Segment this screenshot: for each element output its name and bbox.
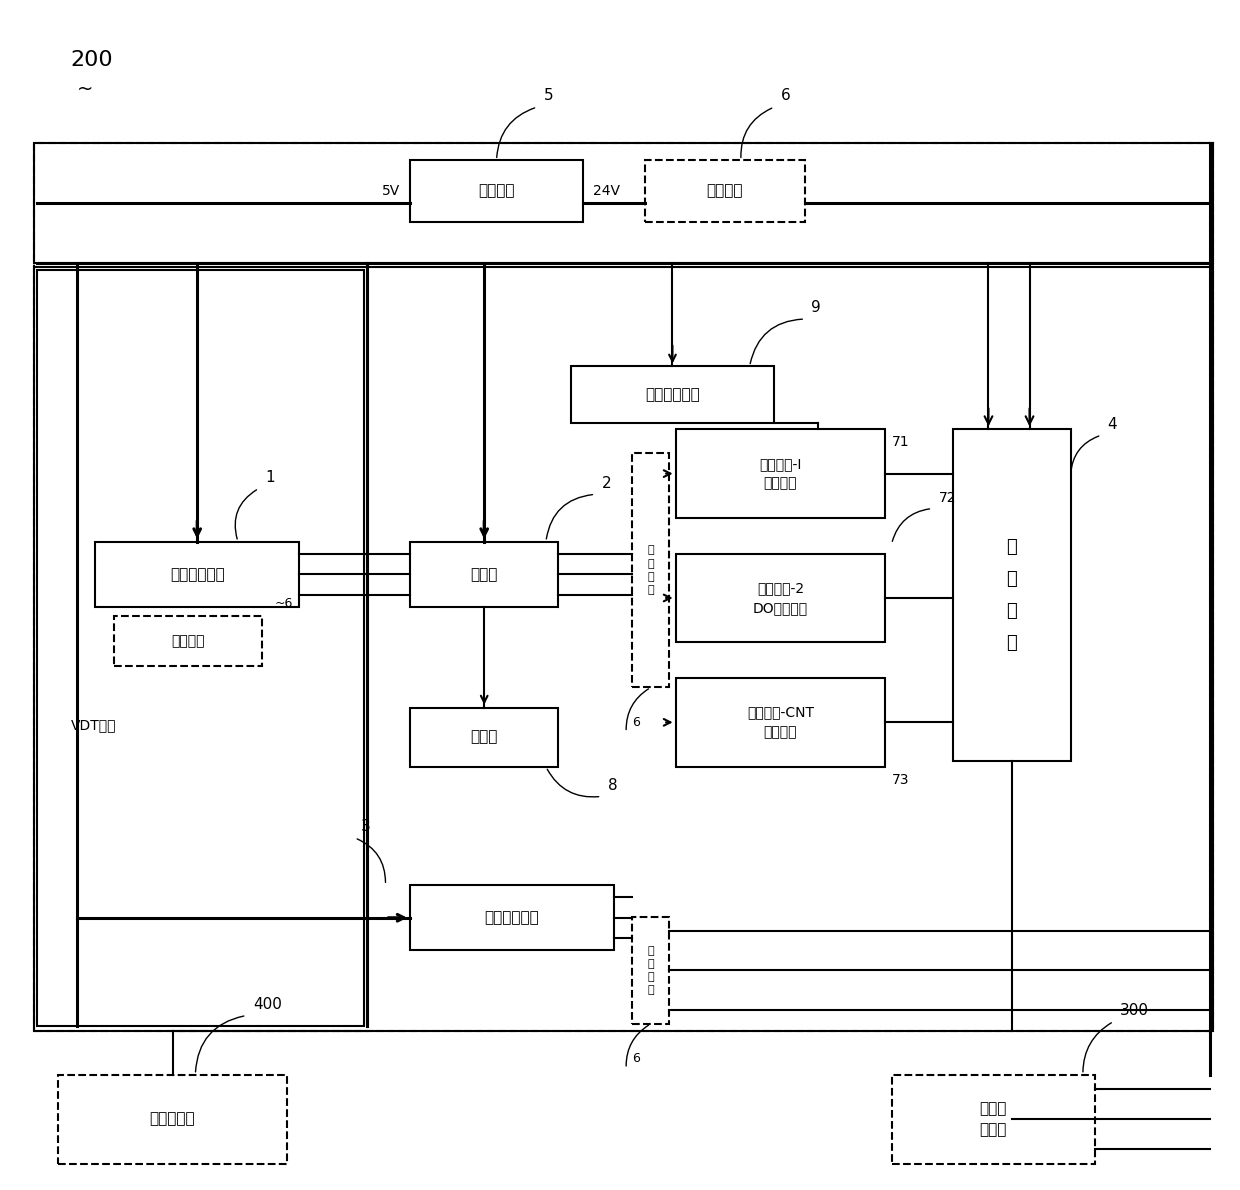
Text: 防雷电路: 防雷电路	[707, 183, 743, 199]
Text: 400: 400	[253, 997, 281, 1011]
Text: 3: 3	[361, 819, 371, 834]
FancyArrowPatch shape	[196, 1016, 244, 1072]
Text: 存储器: 存储器	[470, 729, 498, 745]
FancyArrowPatch shape	[547, 769, 599, 797]
Text: 多
路
开
关: 多 路 开 关	[1007, 538, 1017, 652]
Text: 5V: 5V	[382, 184, 401, 198]
FancyArrowPatch shape	[626, 1026, 649, 1066]
Bar	[33, 267, 1213, 1031]
Text: 5: 5	[543, 88, 553, 104]
Text: 6: 6	[632, 1052, 640, 1065]
Bar	[645, 161, 805, 221]
Bar	[410, 885, 614, 951]
Text: 71: 71	[892, 436, 909, 449]
Text: 控制器: 控制器	[470, 566, 498, 582]
Text: 供电模块: 供电模块	[479, 183, 515, 199]
Bar	[632, 453, 670, 688]
Text: 防雷电路: 防雷电路	[171, 634, 205, 649]
FancyArrowPatch shape	[1070, 436, 1099, 474]
Text: 4: 4	[1107, 416, 1117, 432]
Text: 风速风向仪: 风速风向仪	[150, 1111, 196, 1127]
Bar	[410, 161, 583, 221]
Text: 72: 72	[939, 491, 956, 505]
Text: 6: 6	[780, 88, 790, 104]
Text: 200: 200	[71, 50, 113, 70]
Text: 24V: 24V	[593, 184, 620, 198]
Text: VDT协议: VDT协议	[71, 719, 117, 732]
Bar	[33, 143, 1213, 263]
FancyArrowPatch shape	[750, 319, 802, 364]
FancyArrowPatch shape	[626, 689, 649, 729]
Bar	[410, 541, 558, 607]
Bar	[570, 367, 774, 424]
FancyArrowPatch shape	[1083, 1022, 1111, 1072]
Text: 9: 9	[811, 300, 821, 315]
Text: ~6: ~6	[274, 597, 293, 610]
Text: 73: 73	[892, 772, 909, 787]
Text: 从机通讯模块: 从机通讯模块	[485, 910, 539, 926]
Text: 风机主
控系统: 风机主 控系统	[980, 1101, 1007, 1138]
Text: 主机通讯模块: 主机通讯模块	[170, 566, 224, 582]
FancyArrowPatch shape	[893, 509, 930, 541]
Text: 风速风向-I
转换模块: 风速风向-I 转换模块	[759, 457, 802, 490]
FancyArrowPatch shape	[236, 490, 257, 539]
Bar	[95, 541, 299, 607]
Text: 风速风向-CNT
转换模块: 风速风向-CNT 转换模块	[746, 706, 813, 739]
Text: 风速风向-2
DO转换模块: 风速风向-2 DO转换模块	[753, 581, 808, 615]
Text: 8: 8	[608, 778, 618, 793]
Text: 光
电
隔
离: 光 电 隔 离	[647, 545, 655, 595]
FancyArrowPatch shape	[357, 839, 386, 883]
Text: ~: ~	[77, 80, 93, 99]
Bar	[410, 708, 558, 766]
Bar	[114, 616, 262, 666]
Bar	[632, 917, 670, 1023]
FancyArrowPatch shape	[740, 108, 771, 157]
Bar	[676, 430, 885, 518]
Text: 2: 2	[601, 476, 611, 490]
Text: 电源监视模块: 电源监视模块	[645, 387, 699, 402]
Bar	[954, 430, 1070, 760]
Bar	[58, 1075, 286, 1164]
FancyArrowPatch shape	[497, 108, 534, 157]
Text: 光
电
隔
离: 光 电 隔 离	[647, 946, 655, 995]
Bar	[892, 1075, 1095, 1164]
Text: 1: 1	[265, 470, 275, 484]
Bar	[33, 143, 1213, 1031]
Text: 6: 6	[632, 716, 640, 728]
FancyArrowPatch shape	[547, 495, 593, 539]
Bar	[676, 553, 885, 643]
Bar	[676, 678, 885, 766]
Bar	[37, 270, 365, 1026]
Text: 300: 300	[1120, 1003, 1149, 1017]
